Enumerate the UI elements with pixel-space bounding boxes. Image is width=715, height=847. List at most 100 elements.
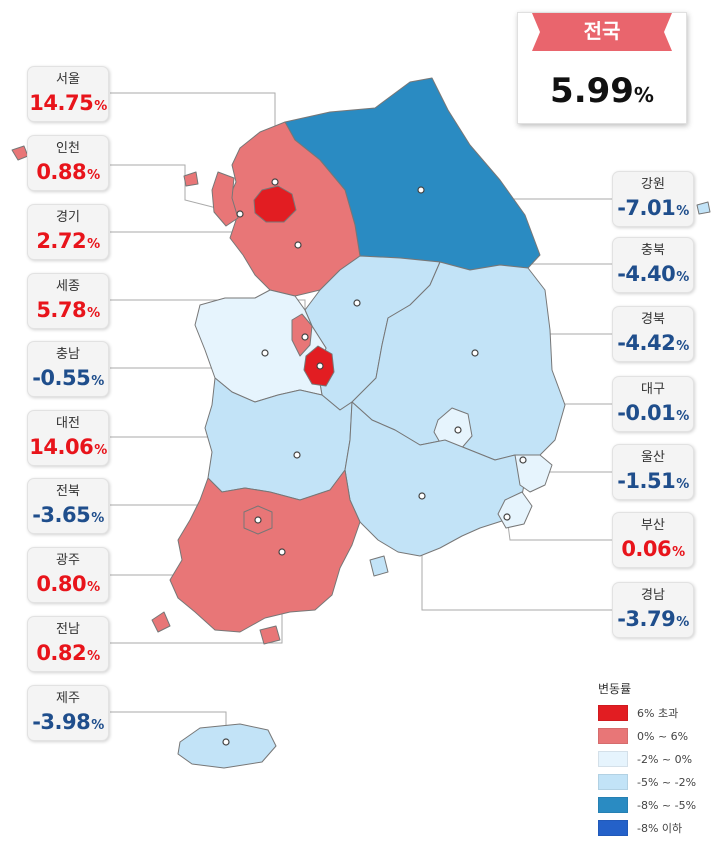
legend-item: -8% 이하 (598, 820, 708, 836)
card-value: -7.01% (617, 196, 689, 220)
card-incheon: 인천 0.88% (27, 135, 109, 191)
card-name: 광주 (56, 553, 80, 568)
island-south-2 (259, 625, 281, 645)
card-value: 14.75% (29, 91, 107, 115)
card-name: 충남 (56, 347, 80, 362)
region-ulsan (514, 454, 553, 493)
national-ribbon (532, 13, 672, 51)
legend-label: -8% ~ -5% (637, 798, 697, 812)
island-ulleung (696, 201, 711, 215)
island-west-1 (11, 145, 29, 161)
legend: 변동률 6% 초과 0% ~ 6% -2% ~ 0% -5% ~ -2% -8%… (598, 680, 708, 843)
card-name: 울산 (641, 450, 665, 465)
card-name: 제주 (56, 691, 80, 706)
dot-jeju (222, 738, 230, 746)
legend-item: -5% ~ -2% (598, 774, 708, 790)
card-daejeon: 대전 14.06% (27, 410, 109, 466)
legend-item: -2% ~ 0% (598, 751, 708, 767)
dot-gangwon (417, 186, 425, 194)
legend-label: -8% 이하 (637, 822, 683, 835)
legend-swatch (598, 705, 628, 721)
legend-item: 0% ~ 6% (598, 728, 708, 744)
card-value: -3.65% (32, 503, 104, 527)
region-sejong (291, 313, 313, 357)
card-name: 대구 (641, 382, 665, 397)
region-jeju (177, 723, 277, 769)
card-sejong: 세종 5.78% (27, 273, 109, 329)
dot-sejong (301, 333, 309, 341)
legend-swatch (598, 797, 628, 813)
legend-title: 변동률 (598, 682, 632, 696)
card-gyeonggi: 경기 2.72% (27, 204, 109, 260)
dot-daejeon (316, 362, 324, 370)
legend-label: -5% ~ -2% (637, 775, 697, 789)
card-name: 경남 (641, 588, 665, 603)
card-name: 충북 (641, 243, 665, 258)
national-label: 전국 (583, 19, 621, 43)
region-seoul (253, 185, 297, 223)
dot-gwangju (254, 516, 262, 524)
legend-label: -2% ~ 0% (637, 752, 693, 766)
card-value: -3.98% (32, 710, 104, 734)
card-value: -1.51% (617, 469, 689, 493)
card-daegu: 대구 -0.01% (612, 376, 694, 432)
legend-swatch (598, 728, 628, 744)
card-gwangju: 광주 0.80% (27, 547, 109, 603)
dot-jeonnam (278, 548, 286, 556)
card-jeonnam: 전남 0.82% (27, 616, 109, 672)
dot-incheon (236, 210, 244, 218)
legend-swatch (598, 820, 628, 836)
card-value: 2.72% (36, 229, 100, 253)
card-value: -0.01% (617, 401, 689, 425)
card-name: 대전 (56, 416, 80, 431)
card-value: 0.80% (36, 572, 100, 596)
region-incheon (211, 171, 239, 227)
card-value: -4.42% (617, 331, 689, 355)
card-jeju: 제주 -3.98% (27, 685, 109, 741)
card-gyeongbuk: 경북 -4.42% (612, 306, 694, 362)
card-value: 0.88% (36, 160, 100, 184)
national-value: 5.99% (550, 71, 654, 111)
legend-item: -8% ~ -5% (598, 797, 708, 813)
card-name: 인천 (56, 141, 80, 156)
card-ulsan: 울산 -1.51% (612, 444, 694, 500)
card-chungnam: 충남 -0.55% (27, 341, 109, 397)
dot-busan (503, 513, 511, 521)
card-chungbuk: 충북 -4.40% (612, 237, 694, 293)
card-value: 0.06% (621, 537, 685, 561)
card-value: 5.78% (36, 298, 100, 322)
dot-ulsan (519, 456, 527, 464)
legend-swatch (598, 751, 628, 767)
legend-item: 6% 초과 (598, 705, 708, 721)
legend-label: 0% ~ 6% (637, 729, 689, 743)
card-value: 0.82% (36, 641, 100, 665)
card-value: -0.55% (32, 366, 104, 390)
dot-chungnam (261, 349, 269, 357)
card-value: -3.79% (617, 607, 689, 631)
card-name: 부산 (641, 518, 665, 533)
card-name: 전남 (56, 622, 80, 637)
dot-gyeongnam (418, 492, 426, 500)
legend-label: 6% 초과 (637, 707, 679, 720)
card-value: 14.06% (29, 435, 107, 459)
national-box: 전국 5.99% (517, 12, 687, 124)
island-south-1 (151, 611, 171, 633)
card-gangwon: 강원 -7.01% (612, 171, 694, 227)
legend-swatch (598, 774, 628, 790)
dot-gyeongbuk (471, 349, 479, 357)
card-name: 서울 (56, 72, 80, 87)
card-seoul: 서울 14.75% (27, 66, 109, 122)
dot-daegu (454, 426, 462, 434)
card-value: -4.40% (617, 262, 689, 286)
island-west-2 (183, 171, 199, 187)
card-busan: 부산 0.06% (612, 512, 694, 568)
dot-gyeonggi (294, 241, 302, 249)
region-jeonnam (169, 469, 361, 633)
card-name: 전북 (56, 484, 80, 499)
dot-chungbuk (353, 299, 361, 307)
card-gyeongnam: 경남 -3.79% (612, 582, 694, 638)
region-daegu (433, 407, 473, 451)
dot-seoul (271, 178, 279, 186)
card-name: 강원 (641, 177, 665, 192)
card-name: 경기 (56, 210, 80, 225)
